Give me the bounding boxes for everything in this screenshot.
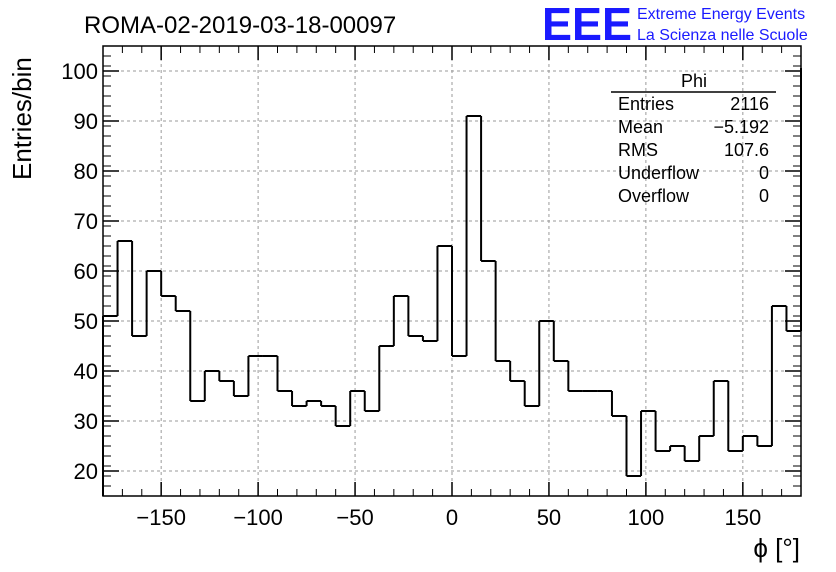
y-tick-label: 20 (74, 459, 98, 484)
x-tick-label: 100 (628, 505, 665, 530)
y-tick-label: 60 (74, 259, 98, 284)
logo-line-1: Extreme Energy Events (637, 6, 805, 23)
stats-value-entries: 2116 (730, 94, 769, 114)
y-tick-label: 50 (74, 309, 98, 334)
x-tick-label: 0 (446, 505, 458, 530)
stats-label-overflow: Overflow (618, 186, 690, 206)
x-tick-label: 150 (724, 505, 761, 530)
stats-label-rms: RMS (618, 140, 658, 160)
stats-title: Phi (681, 71, 707, 91)
stats-box: Phi Entries 2116 Mean −5.192 RMS 107.6 U… (611, 71, 776, 206)
axes (102, 45, 802, 497)
x-tick-label: −50 (336, 505, 373, 530)
x-tick-label: 50 (537, 505, 561, 530)
stats-value-mean: −5.192 (713, 117, 769, 137)
logo-line-2: La Scienza nelle Scuole (637, 27, 808, 44)
y-tick-label: 80 (74, 159, 98, 184)
stats-value-rms: 107.6 (724, 140, 769, 160)
stats-value-underflow: 0 (759, 163, 769, 183)
x-tick-label: −150 (136, 505, 186, 530)
stats-label-entries: Entries (618, 94, 674, 114)
histogram-series (102, 68, 802, 496)
y-tick-label: 40 (74, 359, 98, 384)
y-axis-title: Entries/bin (7, 57, 37, 180)
stats-value-overflow: 0 (759, 186, 769, 206)
y-tick-label: 90 (74, 109, 98, 134)
y-tick-label: 100 (61, 59, 98, 84)
stats-label-underflow: Underflow (618, 163, 700, 183)
y-tick-label: 30 (74, 409, 98, 434)
logo-letters: EEE (542, 0, 632, 50)
chart-title: ROMA-02-2019-03-18-00097 (84, 12, 396, 39)
x-tick-label: −100 (233, 505, 283, 530)
x-axis-title: ϕ [°] (753, 533, 800, 563)
tick-labels: −150 −100 −50 0 50 100 150 20 30 40 50 60 70 80 90 100 (61, 59, 761, 530)
stats-label-mean: Mean (618, 117, 663, 137)
y-tick-label: 70 (74, 209, 98, 234)
logo: EEE Extreme Energy Events La Scienza nel… (542, 0, 808, 50)
